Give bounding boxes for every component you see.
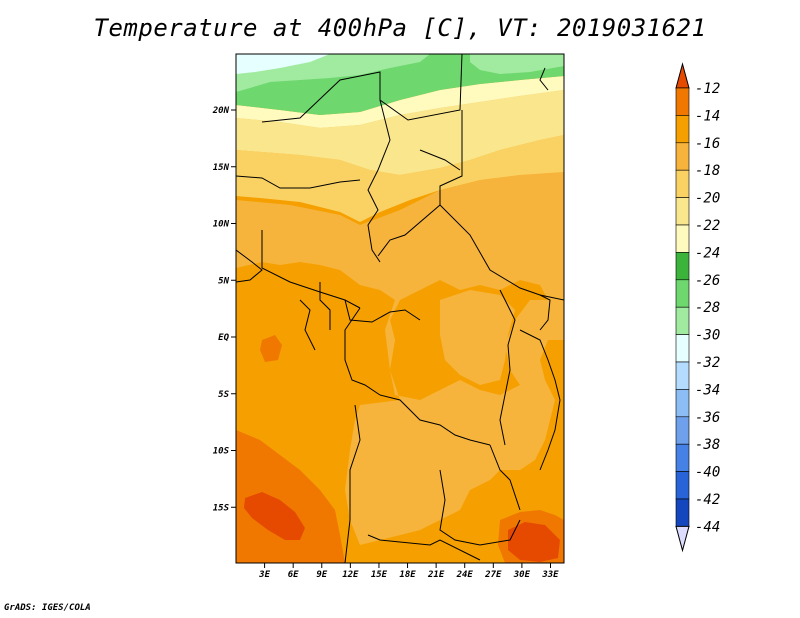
colorbar-label: -44	[695, 519, 720, 535]
colorbar-label: -20	[695, 191, 720, 207]
band-minus-16-18-east	[440, 290, 515, 385]
lon-label: 30E	[513, 570, 531, 580]
colorbar-swatch	[675, 306, 690, 335]
lon-label: 33E	[541, 570, 559, 580]
lat-label: 5S	[218, 390, 229, 400]
colorbar-swatch	[675, 115, 690, 144]
colorbar-swatch	[675, 169, 690, 198]
lon-label: 3E	[258, 570, 270, 580]
band-minus-18-20	[236, 135, 564, 222]
colorbar-label: -14	[695, 108, 720, 124]
map-frame	[235, 53, 565, 564]
colorbar-swatch	[675, 252, 690, 281]
lon-label: 6E	[288, 570, 299, 580]
colorbar-bottom-arrow	[675, 525, 690, 553]
band-minus-16-18	[236, 172, 564, 545]
colorbar-label: -38	[695, 437, 720, 453]
colorbar: -12 -14 -16 -18 -20 -22 -24 -26 -28 -30 -32 -34 -36 -…	[675, 62, 720, 553]
band-minus-28-30	[236, 54, 330, 74]
lat-label: 10S	[213, 447, 230, 457]
colorbar-label: -32	[695, 355, 720, 371]
lat-label: 20N	[212, 106, 230, 116]
colorbar-label: -24	[695, 245, 720, 261]
colorbar-swatch	[675, 443, 690, 472]
grads-credit: GrADS: IGES/COLA	[4, 603, 91, 613]
colorbar-label: -12	[695, 81, 720, 97]
lat-label: EQ	[218, 333, 229, 343]
colorbar-label: -28	[695, 300, 720, 316]
lon-label: 12E	[342, 570, 359, 580]
lon-ticks: 3E 6E 9E 12E 15E 18E 21E 24E 27E 30E 33E	[258, 563, 559, 580]
band-warm-se	[508, 522, 560, 562]
lat-label: 15N	[213, 163, 230, 173]
lon-label: 24E	[456, 570, 474, 580]
lat-ticks: 20N 15N 10N 5N EQ 5S 10S 15S	[212, 106, 236, 513]
lat-label: 10N	[213, 220, 230, 230]
colorbar-swatch	[675, 197, 690, 226]
colorbar-swatch	[675, 87, 690, 116]
band-minus-12-14-eq	[260, 335, 282, 362]
colorbar-label: -30	[695, 328, 720, 344]
country-borders	[236, 54, 564, 563]
colorbar-label: -40	[695, 465, 720, 481]
colorbar-label: -22	[695, 218, 720, 234]
band-minus-26-28-east	[470, 54, 564, 74]
band-minus-22-24	[236, 76, 564, 128]
lon-label: 21E	[427, 570, 445, 580]
colorbar-swatch	[675, 498, 690, 527]
lat-label: 15S	[213, 503, 230, 513]
colorbar-swatch	[675, 224, 690, 253]
lon-label: 15E	[371, 570, 388, 580]
lon-label: 27E	[484, 570, 502, 580]
colorbar-swatch	[675, 471, 690, 500]
colorbar-label: -36	[695, 410, 720, 426]
lat-label: 5N	[218, 276, 229, 286]
colorbar-swatch	[675, 334, 690, 363]
colorbar-label: -18	[695, 163, 720, 179]
band-warm-sw	[244, 492, 305, 540]
colorbar-top-arrow	[675, 62, 690, 89]
colorbar-swatch	[675, 361, 690, 390]
colorbar-swatch	[675, 389, 690, 418]
colorbar-label: -26	[695, 273, 720, 289]
lon-label: 9E	[316, 570, 327, 580]
map-title: Temperature at 400hPa [C], VT: 201903162…	[93, 14, 707, 42]
colorbar-label: -42	[695, 492, 720, 508]
colorbar-label: -34	[695, 382, 720, 398]
band-minus-12-14-coast	[236, 430, 345, 563]
lon-label: 18E	[399, 570, 416, 580]
band-minus-16-18-south	[350, 410, 445, 540]
colorbar-swatch	[675, 416, 690, 445]
temperature-field	[236, 54, 564, 563]
band-minus-20-22	[236, 90, 564, 175]
colorbar-swatch	[675, 279, 690, 308]
colorbar-swatch	[675, 142, 690, 171]
colorbar-label: -16	[695, 136, 720, 152]
